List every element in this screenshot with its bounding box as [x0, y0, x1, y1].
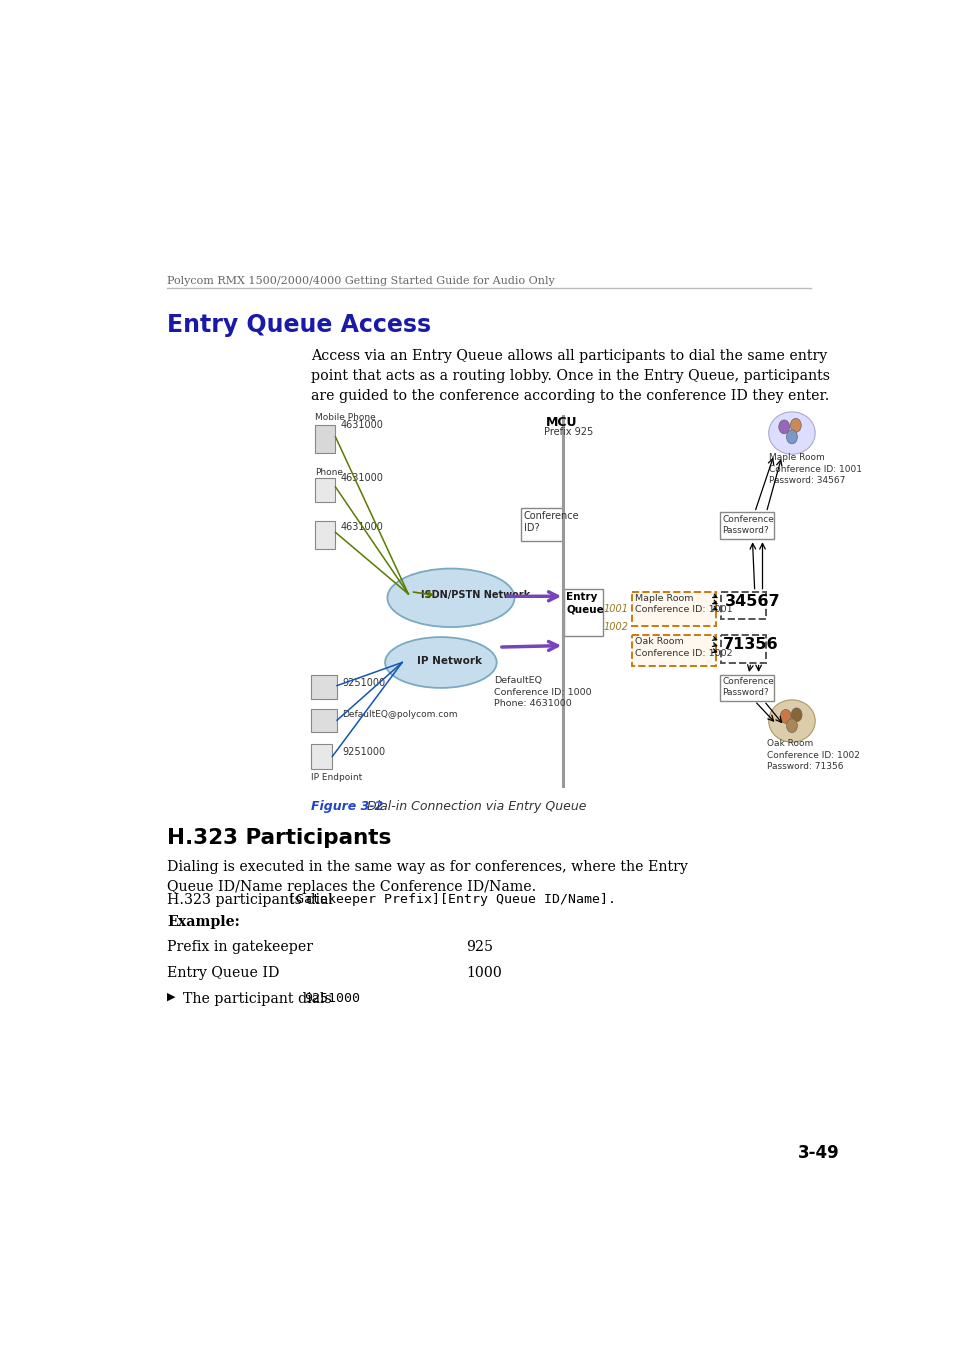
Text: Example:: Example: [167, 915, 240, 929]
Text: 1000: 1000 [466, 965, 502, 980]
Text: Phone: Phone [315, 468, 343, 478]
Text: H.323 Participants: H.323 Participants [167, 828, 392, 848]
Text: MCU: MCU [545, 416, 577, 429]
Text: IP Endpoint: IP Endpoint [311, 772, 361, 782]
Text: Access via an Entry Queue allows all participants to dial the same entry
point t: Access via an Entry Queue allows all par… [311, 350, 829, 404]
FancyBboxPatch shape [720, 675, 773, 701]
FancyBboxPatch shape [632, 634, 716, 666]
Ellipse shape [785, 429, 797, 444]
FancyBboxPatch shape [720, 591, 765, 620]
Text: IP Network: IP Network [416, 656, 481, 666]
Text: 4631000: 4631000 [340, 420, 383, 429]
Text: Mobile Phone: Mobile Phone [315, 413, 375, 423]
FancyBboxPatch shape [521, 509, 562, 541]
Ellipse shape [790, 418, 801, 432]
Ellipse shape [785, 718, 797, 733]
Text: 925: 925 [466, 940, 493, 953]
Text: Entry Queue ID: Entry Queue ID [167, 965, 279, 980]
Text: Oak Room
Conference ID: 1002: Oak Room Conference ID: 1002 [634, 637, 732, 657]
Text: 9251000: 9251000 [342, 747, 385, 757]
Text: 71356: 71356 [722, 637, 778, 652]
Text: Dialing is executed in the same way as for conferences, where the Entry
Queue ID: Dialing is executed in the same way as f… [167, 860, 687, 894]
Text: 4631000: 4631000 [340, 522, 383, 532]
Text: Polycom RMX 1500/2000/4000 Getting Started Guide for Audio Only: Polycom RMX 1500/2000/4000 Getting Start… [167, 275, 555, 286]
FancyBboxPatch shape [563, 590, 602, 636]
FancyBboxPatch shape [311, 744, 332, 768]
Text: Prefix in gatekeeper: Prefix in gatekeeper [167, 940, 313, 953]
FancyBboxPatch shape [720, 513, 773, 539]
Text: 34567: 34567 [723, 594, 780, 609]
Ellipse shape [387, 568, 514, 628]
Text: Entry Queue Access: Entry Queue Access [167, 313, 431, 338]
Text: 3-49: 3-49 [798, 1143, 839, 1162]
Text: Conference
Password?: Conference Password? [721, 678, 773, 697]
FancyBboxPatch shape [311, 675, 336, 699]
Text: DefaultEQ@polycom.com: DefaultEQ@polycom.com [342, 710, 457, 720]
Text: Maple Room
Conference ID: 1001
Password: 34567: Maple Room Conference ID: 1001 Password:… [768, 454, 861, 485]
Text: Maple Room
Conference ID: 1001: Maple Room Conference ID: 1001 [634, 594, 732, 614]
Ellipse shape [768, 699, 815, 743]
Text: 1002: 1002 [603, 622, 628, 632]
Ellipse shape [768, 412, 815, 454]
FancyBboxPatch shape [311, 709, 336, 732]
Text: ▶: ▶ [167, 992, 175, 1002]
Ellipse shape [778, 420, 789, 433]
Text: Figure 3-2: Figure 3-2 [311, 799, 383, 813]
Text: Dial-in Connection via Entry Queue: Dial-in Connection via Entry Queue [359, 799, 586, 813]
Text: Conference
Password?: Conference Password? [721, 514, 773, 535]
FancyBboxPatch shape [315, 521, 335, 548]
Text: Conference
ID?: Conference ID? [523, 510, 578, 533]
Text: [Gatekeeper Prefix][Entry Queue ID/Name].: [Gatekeeper Prefix][Entry Queue ID/Name]… [288, 892, 616, 906]
Text: 1001: 1001 [603, 603, 628, 614]
Text: Oak Room
Conference ID: 1002
Password: 71356: Oak Room Conference ID: 1002 Password: 7… [766, 740, 859, 771]
FancyBboxPatch shape [315, 478, 335, 502]
Text: Entry
Queue: Entry Queue [566, 591, 603, 614]
Text: 9251000: 9251000 [303, 992, 359, 1004]
Text: Prefix 925: Prefix 925 [543, 427, 593, 437]
Ellipse shape [385, 637, 497, 688]
Ellipse shape [790, 707, 801, 722]
Text: H.323 participants dial: H.323 participants dial [167, 892, 337, 907]
Ellipse shape [780, 710, 790, 724]
FancyBboxPatch shape [632, 591, 716, 625]
Text: ISDN/PSTN Network: ISDN/PSTN Network [421, 590, 530, 601]
Text: The participant dials: The participant dials [183, 992, 335, 1006]
Text: 4631000: 4631000 [340, 472, 383, 483]
FancyBboxPatch shape [720, 634, 765, 663]
Text: DefaultEQ
Conference ID: 1000
Phone: 4631000: DefaultEQ Conference ID: 1000 Phone: 463… [494, 676, 592, 709]
Text: 9251000: 9251000 [342, 678, 385, 688]
FancyBboxPatch shape [315, 425, 335, 454]
